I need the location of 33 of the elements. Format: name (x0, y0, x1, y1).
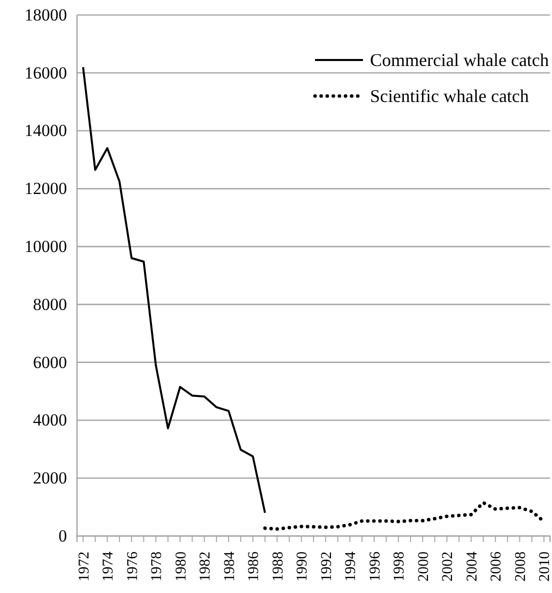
x-tick-label: 1984 (222, 551, 238, 582)
y-tick-label: 2000 (33, 468, 67, 488)
y-tick-label: 0 (58, 526, 67, 546)
x-tick-label: 1980 (173, 552, 190, 582)
x-tick-label: 1990 (294, 552, 311, 582)
y-tick-label: 4000 (33, 410, 67, 430)
x-tick-label: 2008 (512, 552, 529, 582)
x-tick-label: 1992 (318, 552, 335, 582)
x-tick-label: 2006 (488, 551, 505, 582)
x-tick-label: 2000 (416, 552, 432, 582)
y-tick-label: 6000 (33, 352, 67, 372)
y-tick-label: 10000 (24, 236, 67, 256)
x-tick-label: 1988 (270, 552, 286, 582)
y-tick-label: 18000 (24, 5, 67, 24)
y-tick-label: 8000 (33, 294, 67, 314)
x-tick-label: 2004 (464, 551, 480, 582)
x-tick-label: 1998 (392, 552, 408, 582)
x-tick-label: 1976 (124, 551, 141, 582)
legend-label: Scientific whale catch (370, 86, 529, 106)
line-series (82, 66, 266, 514)
x-tick-label: 1982 (198, 552, 214, 582)
x-tick-label: 1996 (367, 551, 384, 582)
legend-label: Commercial whale catch (370, 50, 549, 70)
x-tick-label: 1986 (246, 551, 262, 582)
x-tick-label: 2002 (440, 552, 456, 582)
x-tick-label: 1972 (76, 552, 92, 582)
x-tick-label: 1994 (343, 551, 360, 582)
y-tick-label: 14000 (24, 121, 67, 140)
x-tick-label: 1974 (100, 551, 117, 582)
x-tick-label: 2010 (537, 552, 552, 582)
x-tick-label: 1978 (149, 552, 166, 582)
y-tick-label: 16000 (24, 63, 67, 82)
y-tick-label: 12000 (24, 179, 67, 198)
